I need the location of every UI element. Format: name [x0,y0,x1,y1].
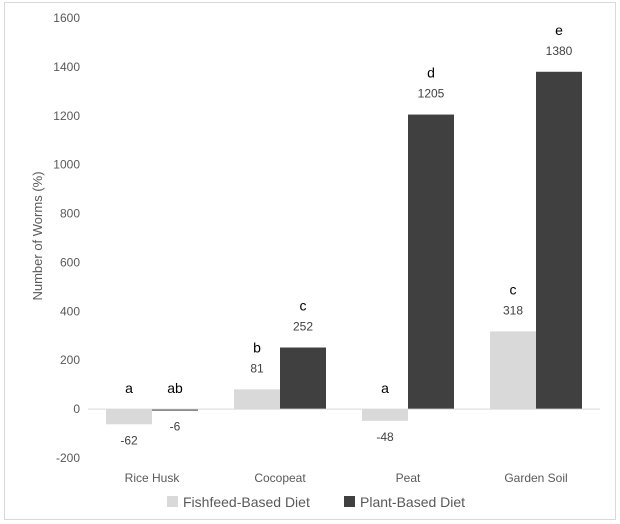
data-label: 1380 [546,44,573,58]
significance-label: c [300,298,307,314]
y-tick-label: 1400 [53,60,80,74]
significance-label: a [125,380,133,396]
x-tick-label: Peat [396,471,421,485]
bar [234,389,280,409]
x-axis-ticks: Rice Husk Cocopeat Peat Garden Soil [125,471,568,485]
significance-label: c [510,281,517,297]
significance-label: d [427,65,435,81]
data-label: -62 [120,433,138,447]
y-tick-label: 0 [73,402,80,416]
x-tick-label: Rice Husk [125,471,181,485]
y-tick-label: 200 [60,353,80,367]
data-label: -6 [170,420,181,434]
legend: Fishfeed-Based Diet Plant-Based Diet [167,494,465,510]
y-tick-label: 400 [60,304,80,318]
y-axis-title: Number of Worms (%) [30,171,45,300]
y-tick-label: 800 [60,207,80,221]
y-tick-label: -200 [56,451,80,465]
significance-label: e [555,22,563,38]
bar [362,409,408,421]
significance-label: a [381,380,389,396]
bar [490,331,536,409]
bar [408,115,454,410]
legend-swatch-plant [344,496,355,507]
data-label: 81 [250,361,264,375]
bar [280,348,326,410]
bars [106,72,582,424]
bar [106,409,152,424]
x-tick-label: Cocopeat [254,471,306,485]
data-label: 1205 [418,87,445,101]
y-tick-label: 1000 [53,158,80,172]
data-label: 318 [503,303,523,317]
significance-label: b [253,339,261,355]
legend-label-fishfeed: Fishfeed-Based Diet [183,494,310,510]
x-tick-label: Garden Soil [504,471,567,485]
y-tick-label: 1600 [53,11,80,25]
y-tick-label: 600 [60,255,80,269]
bar [536,72,582,409]
legend-swatch-fishfeed [167,496,178,507]
legend-label-plant: Plant-Based Diet [360,494,465,510]
significance-label: ab [167,380,183,396]
data-label: 252 [293,320,313,334]
y-axis-ticks: -200 0 200 400 600 800 1000 1200 1400 1600 [53,11,80,465]
data-label: -48 [376,430,394,444]
y-tick-label: 1200 [53,109,80,123]
